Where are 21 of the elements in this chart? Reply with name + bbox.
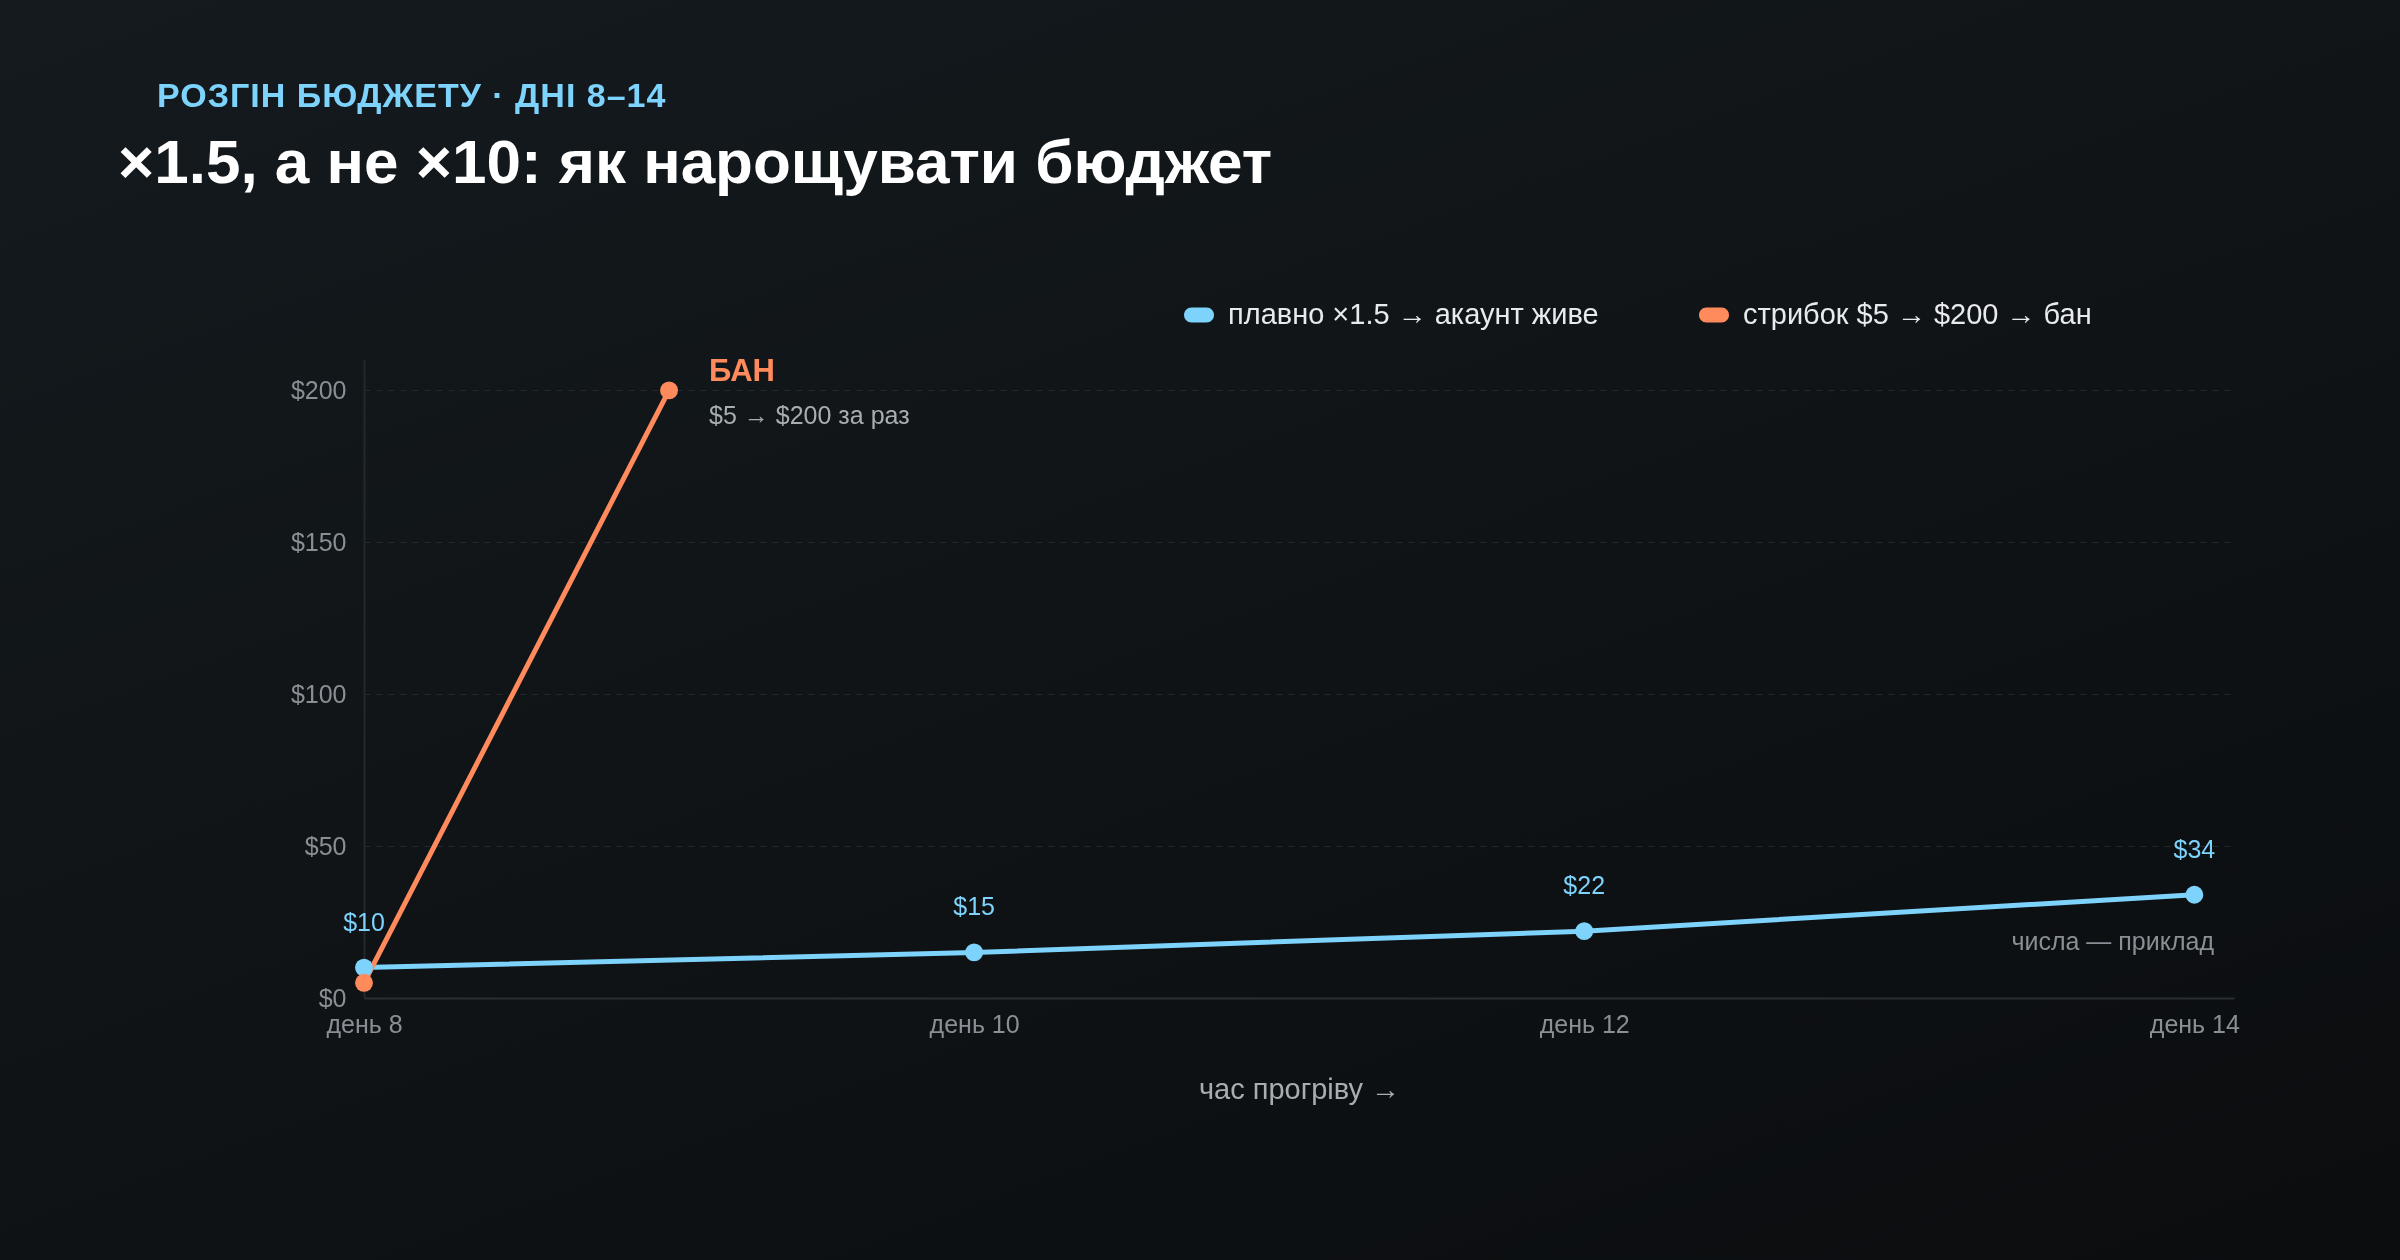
x-axis-title: час прогріву → xyxy=(1198,1072,1401,1105)
x-tick-label: день 8 xyxy=(326,1009,403,1038)
y-tick-label: $150 xyxy=(290,527,347,556)
x-tick-label: день 12 xyxy=(1539,1009,1630,1038)
y-tick-label: $0 xyxy=(318,983,347,1012)
annotation: БАН xyxy=(709,353,775,389)
data-label: $22 xyxy=(1563,871,1606,900)
legend-label: стрибок $5 → $200 → бан xyxy=(1743,298,2092,330)
x-tick-label: день 10 xyxy=(929,1009,1020,1038)
legend-label: плавно ×1.5 → акаунт живе xyxy=(1228,298,1599,330)
annotation: числа — приклад xyxy=(2011,927,2215,955)
chart-title: ×1.5, а не ×10: як нарощувати бюджет xyxy=(118,126,1273,197)
chart-subtitle: РОЗГІН БЮДЖЕТУ · ДНІ 8–14 xyxy=(157,76,667,115)
y-tick-label: $100 xyxy=(290,679,347,708)
y-tick-label: $50 xyxy=(304,831,347,860)
y-tick-label: $200 xyxy=(290,375,347,404)
data-label: $15 xyxy=(953,892,995,921)
x-tick-label: день 14 xyxy=(2149,1009,2240,1038)
data-label: $34 xyxy=(2173,834,2216,863)
annotation: $5 → $200 за раз xyxy=(709,401,910,430)
data-label: $10 xyxy=(343,907,385,936)
